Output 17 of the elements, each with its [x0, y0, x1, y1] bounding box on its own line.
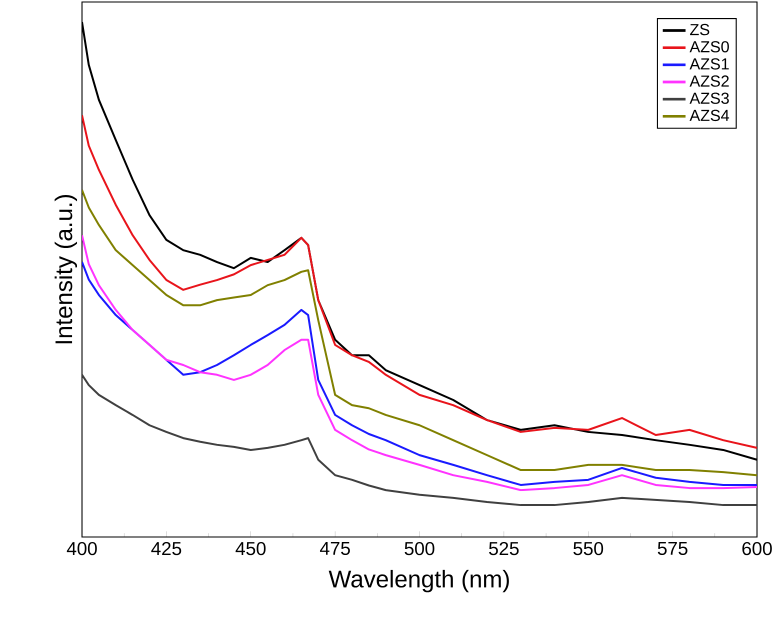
legend-label: AZS4 — [690, 110, 730, 122]
x-tick-label: 600 — [742, 542, 772, 556]
legend-label: AZS1 — [690, 58, 729, 70]
legend-label: ZS — [690, 24, 710, 36]
legend-label: AZS0 — [690, 41, 729, 52]
x-tick-label: 525 — [489, 542, 519, 556]
x-tick-label: 425 — [151, 542, 182, 556]
x-tick-label: 475 — [320, 542, 350, 555]
x-tick-label: 450 — [236, 542, 266, 556]
x-tick-label: 550 — [573, 542, 604, 556]
legend-label: AZS3 — [690, 92, 729, 104]
x-tick-label: 500 — [404, 542, 434, 556]
x-tick-label: 400 — [66, 542, 97, 556]
y-axis-title: Intensity (a.u.) — [54, 194, 78, 344]
x-axis-title: Wavelength (nm) — [328, 570, 509, 592]
x-tick-label: 575 — [658, 542, 688, 555]
legend-label: AZS2 — [690, 75, 729, 87]
